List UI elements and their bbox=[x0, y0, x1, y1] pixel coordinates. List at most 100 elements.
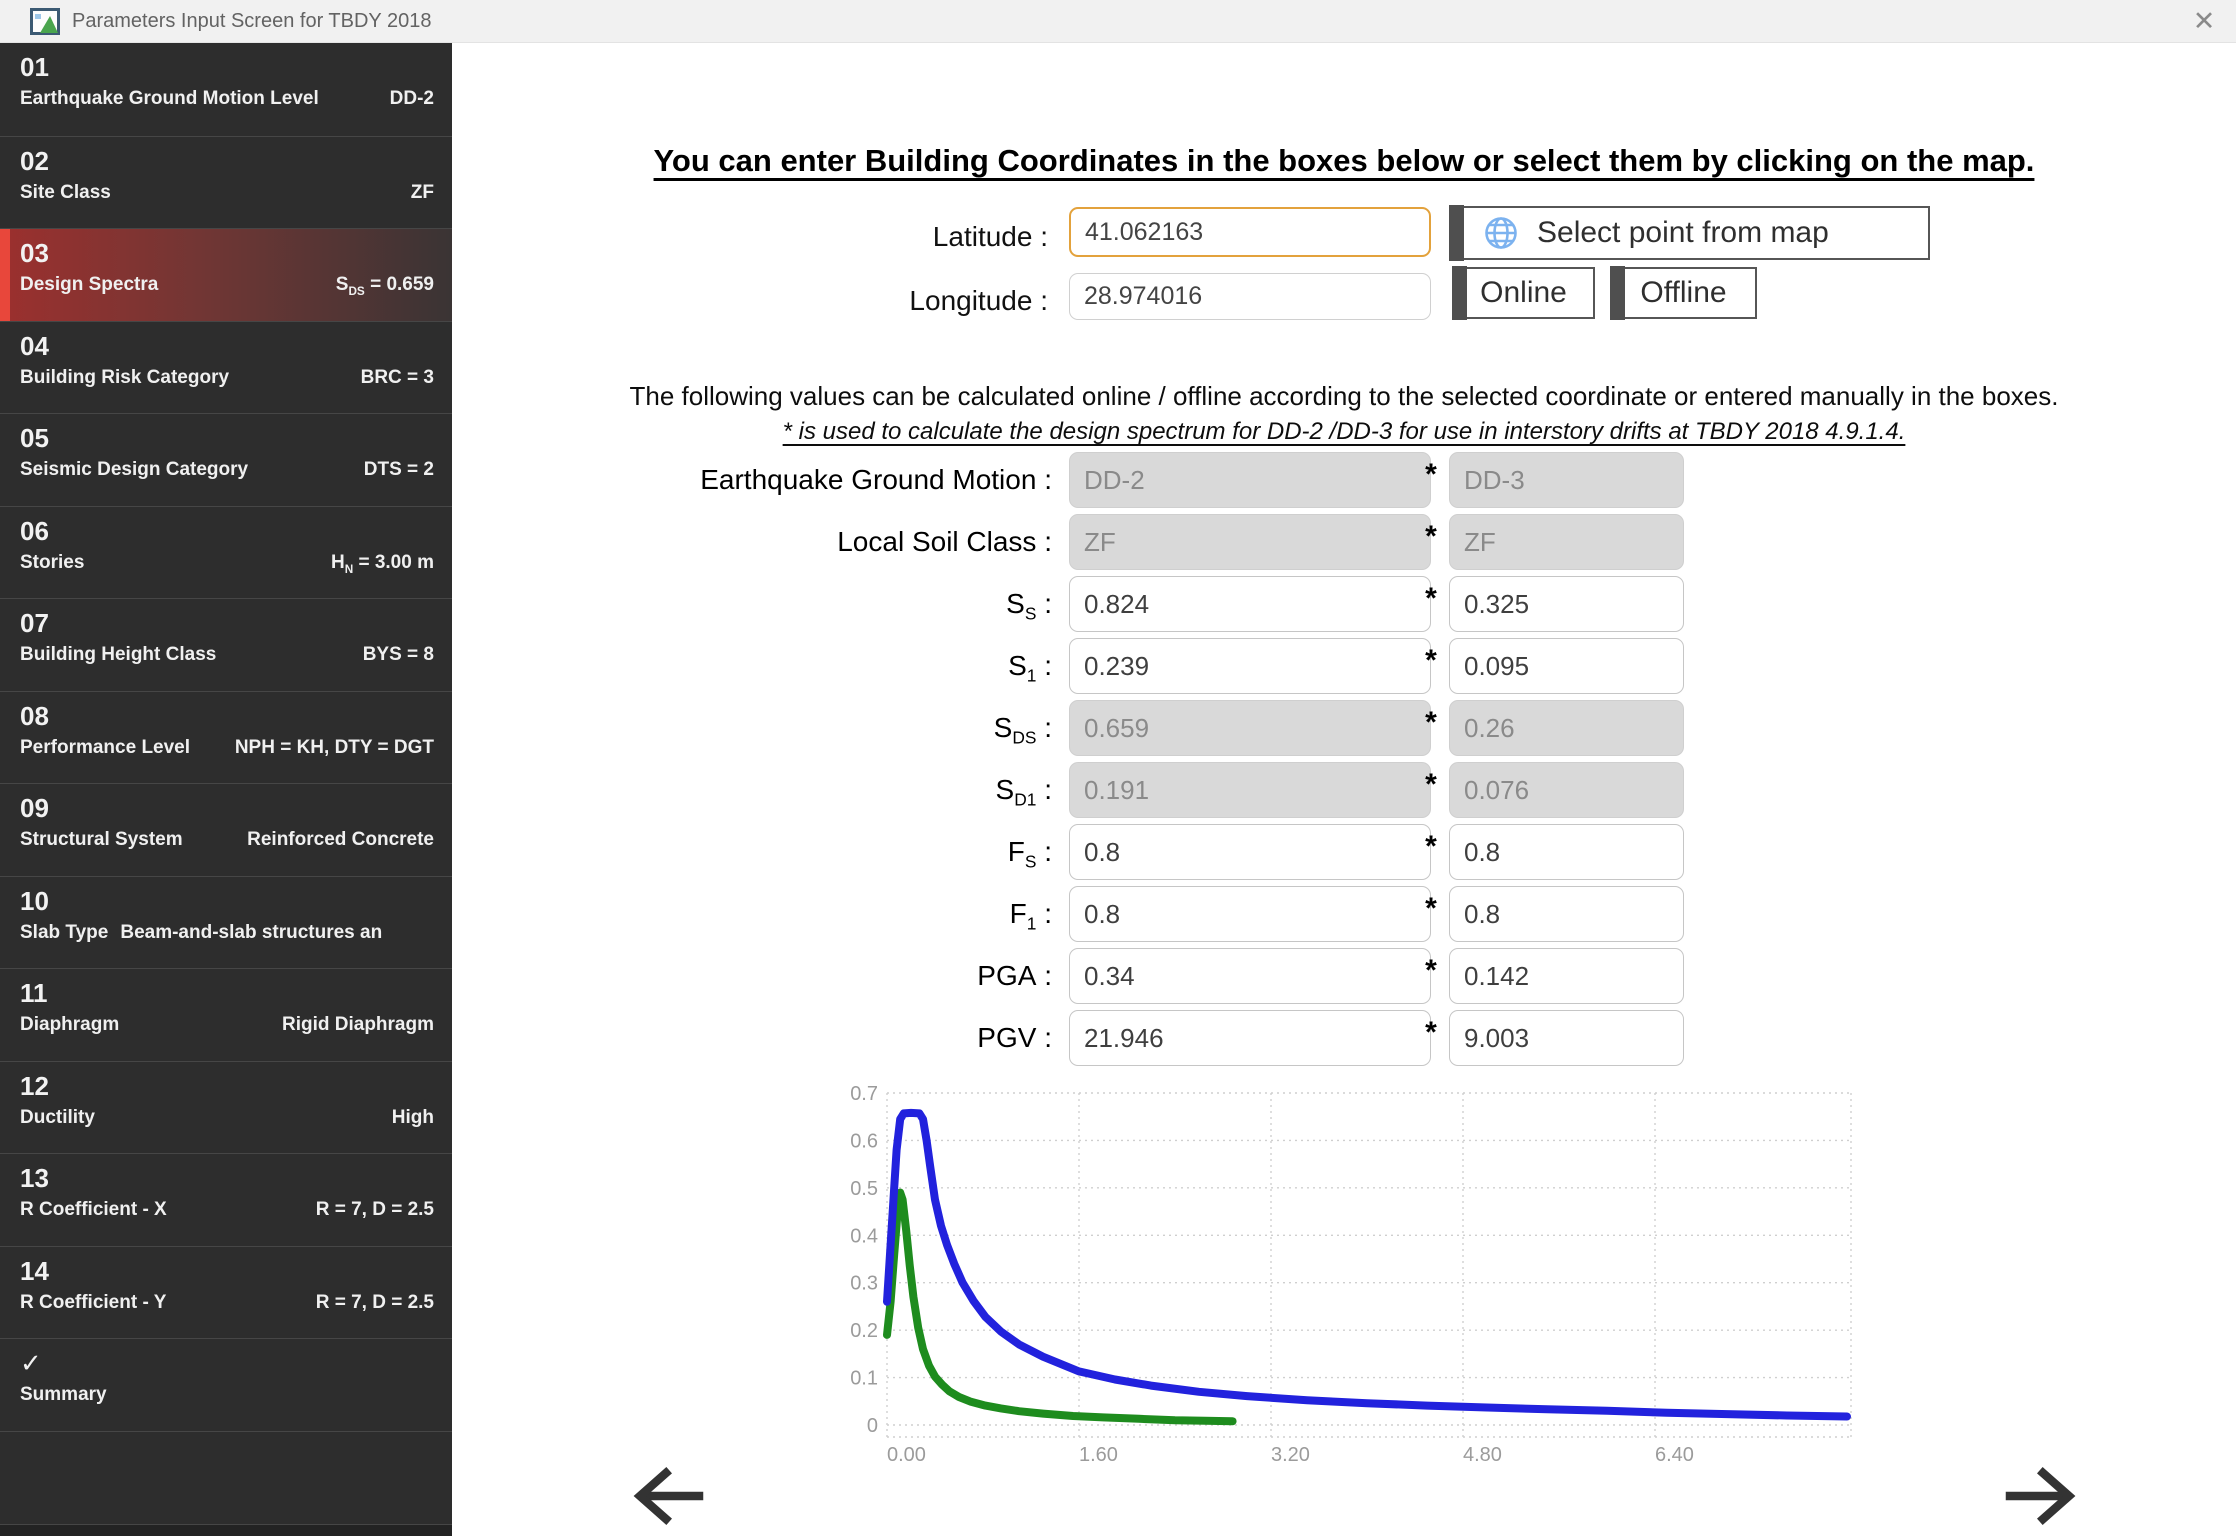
sidebar-item-design-spectra[interactable]: 03 Design Spectra SDS = 0.659 bbox=[0, 228, 452, 321]
pga-input[interactable] bbox=[1069, 948, 1431, 1004]
latitude-input[interactable] bbox=[1069, 207, 1431, 257]
step-label: Design Spectra bbox=[20, 274, 159, 295]
ss-star-input[interactable] bbox=[1449, 576, 1684, 632]
sd1-input[interactable] bbox=[1069, 762, 1431, 818]
ss-input[interactable] bbox=[1069, 576, 1431, 632]
step-number: 09 bbox=[20, 793, 49, 823]
step-label: Building Height Class bbox=[20, 644, 217, 665]
svg-text:3.20: 3.20 bbox=[1271, 1444, 1310, 1466]
longitude-input[interactable] bbox=[1069, 273, 1431, 320]
step-value: ZF bbox=[410, 181, 434, 203]
pgv-star-input[interactable] bbox=[1449, 1010, 1684, 1066]
form-row-sds: SDS : * bbox=[452, 700, 2236, 756]
field-label: Local Soil Class : bbox=[837, 526, 1052, 557]
svg-text:0.00: 0.00 bbox=[887, 1444, 926, 1466]
step-sidebar: 01 Earthquake Ground Motion Level DD-2 02… bbox=[0, 43, 452, 1536]
sidebar-item-r-coefficient-x[interactable]: 13 R Coefficient - X R = 7, D = 2.5 bbox=[0, 1153, 452, 1246]
globe-icon bbox=[1483, 215, 1519, 251]
svg-text:0.6: 0.6 bbox=[850, 1130, 878, 1152]
sds-input[interactable] bbox=[1069, 700, 1431, 756]
sds-star-input[interactable] bbox=[1449, 700, 1684, 756]
s1-star-input[interactable] bbox=[1449, 638, 1684, 694]
step-value: DTS = 2 bbox=[363, 459, 434, 480]
step-number: 12 bbox=[20, 1070, 49, 1101]
step-value: NPH = KH, DTY = DGT bbox=[234, 736, 434, 758]
egm-dd2-input[interactable] bbox=[1069, 452, 1431, 508]
pga-star-input[interactable] bbox=[1449, 948, 1684, 1004]
svg-text:0.2: 0.2 bbox=[850, 1320, 878, 1342]
step-label: Ductility bbox=[20, 1106, 95, 1128]
step-label: Diaphragm bbox=[20, 1014, 120, 1035]
field-label: Earthquake Ground Motion : bbox=[700, 464, 1052, 495]
fs-input[interactable] bbox=[1069, 824, 1431, 880]
field-label: F1 : bbox=[1009, 898, 1052, 934]
asterisk-marker: * bbox=[1425, 644, 1437, 677]
latitude-label: Latitude : bbox=[932, 221, 1048, 252]
sidebar-item-ground-motion-level[interactable]: 01 Earthquake Ground Motion Level DD-2 bbox=[0, 43, 452, 136]
svg-text:0.1: 0.1 bbox=[850, 1368, 878, 1390]
asterisk-marker: * bbox=[1425, 830, 1437, 863]
back-button[interactable] bbox=[629, 1466, 705, 1526]
sidebar-item-site-class[interactable]: 02 Site Class ZF bbox=[0, 135, 452, 229]
sidebar-item-diaphragm[interactable]: 11 Diaphragm Rigid Diaphragm bbox=[0, 968, 452, 1061]
step-label: Summary bbox=[20, 1384, 107, 1405]
field-label: S1 : bbox=[1008, 650, 1052, 686]
close-icon[interactable]: ✕ bbox=[2192, 6, 2216, 36]
step-label: Earthquake Ground Motion Level bbox=[20, 88, 319, 109]
sidebar-item-performance-level[interactable]: 08 Performance Level NPH = KH, DTY = DGT bbox=[0, 690, 452, 784]
step-label: R Coefficient - X bbox=[20, 1199, 167, 1220]
sd1-star-input[interactable] bbox=[1449, 762, 1684, 818]
form-row-ss: SS : * bbox=[452, 576, 2236, 632]
fs-star-input[interactable] bbox=[1449, 824, 1684, 880]
step-label: Building Risk Category bbox=[20, 366, 230, 388]
asterisk-note: * is used to calculate the design spectr… bbox=[782, 418, 1906, 445]
asterisk-marker: * bbox=[1425, 1016, 1437, 1049]
step-label: Slab Type bbox=[20, 921, 109, 943]
arrow-left-icon bbox=[633, 1467, 704, 1525]
soil-class-star-input[interactable] bbox=[1449, 514, 1684, 570]
field-label: PGA : bbox=[977, 960, 1052, 991]
longitude-label: Longitude : bbox=[909, 285, 1048, 316]
arrow-right-icon bbox=[2005, 1467, 2076, 1525]
soil-class-input[interactable] bbox=[1069, 514, 1431, 570]
form-row-pgv: PGV : * bbox=[452, 1010, 2236, 1066]
asterisk-marker: * bbox=[1425, 768, 1437, 801]
egm-dd3-input[interactable] bbox=[1449, 452, 1684, 508]
next-button[interactable] bbox=[2004, 1466, 2080, 1526]
online-button[interactable]: Online bbox=[1452, 266, 1595, 320]
sidebar-item-r-coefficient-y[interactable]: 14 R Coefficient - Y R = 7, D = 2.5 bbox=[0, 1245, 452, 1339]
select-point-from-map-button[interactable]: Select point from map bbox=[1449, 205, 1930, 261]
step-label: Stories bbox=[20, 551, 85, 573]
sidebar-item-ductility[interactable]: 12 Ductility High bbox=[0, 1060, 452, 1154]
sidebar-item-summary[interactable]: ✓ Summary bbox=[0, 1338, 452, 1431]
sidebar-item-building-risk-category[interactable]: 04 Building Risk Category BRC = 3 bbox=[0, 320, 452, 414]
s1-input[interactable] bbox=[1069, 638, 1431, 694]
sidebar-item-slab-type[interactable]: 10 Slab Type Beam-and-slab structures an bbox=[0, 875, 452, 969]
svg-text:1.60: 1.60 bbox=[1079, 1444, 1118, 1466]
sidebar-item-building-height-class[interactable]: 07 Building Height Class BYS = 8 bbox=[0, 598, 452, 691]
step-number: 03 bbox=[20, 238, 49, 268]
f1-input[interactable] bbox=[1069, 886, 1431, 942]
svg-text:0.3: 0.3 bbox=[850, 1273, 878, 1295]
step-label: Structural System bbox=[20, 829, 183, 850]
sidebar-item-structural-system[interactable]: 09 Structural System Reinforced Concrete bbox=[0, 783, 452, 876]
step-value: HN = 3.00 m bbox=[330, 551, 434, 576]
sidebar-item-stories[interactable]: 06 Stories HN = 3.00 m bbox=[0, 505, 452, 599]
svg-text:0.4: 0.4 bbox=[850, 1225, 878, 1247]
step-number: 05 bbox=[20, 423, 49, 453]
step-label: Site Class bbox=[20, 181, 111, 203]
offline-button[interactable]: Offline bbox=[1610, 266, 1757, 320]
field-label: FS : bbox=[1007, 836, 1052, 872]
sidebar-item-seismic-design-category[interactable]: 05 Seismic Design Category DTS = 2 bbox=[0, 413, 452, 506]
step-number: 04 bbox=[20, 330, 49, 361]
form-row-local-soil-class: Local Soil Class : * bbox=[452, 514, 2236, 570]
calculation-note: The following values can be calculated o… bbox=[629, 381, 2059, 411]
sidebar-footer-strip bbox=[0, 1524, 452, 1536]
step-number: 01 bbox=[20, 52, 49, 82]
pgv-input[interactable] bbox=[1069, 1010, 1431, 1066]
step-value: SDS = 0.659 bbox=[335, 274, 434, 298]
f1-star-input[interactable] bbox=[1449, 886, 1684, 942]
form-row-f1: F1 : * bbox=[452, 886, 2236, 942]
step-value: BRC = 3 bbox=[360, 366, 434, 388]
